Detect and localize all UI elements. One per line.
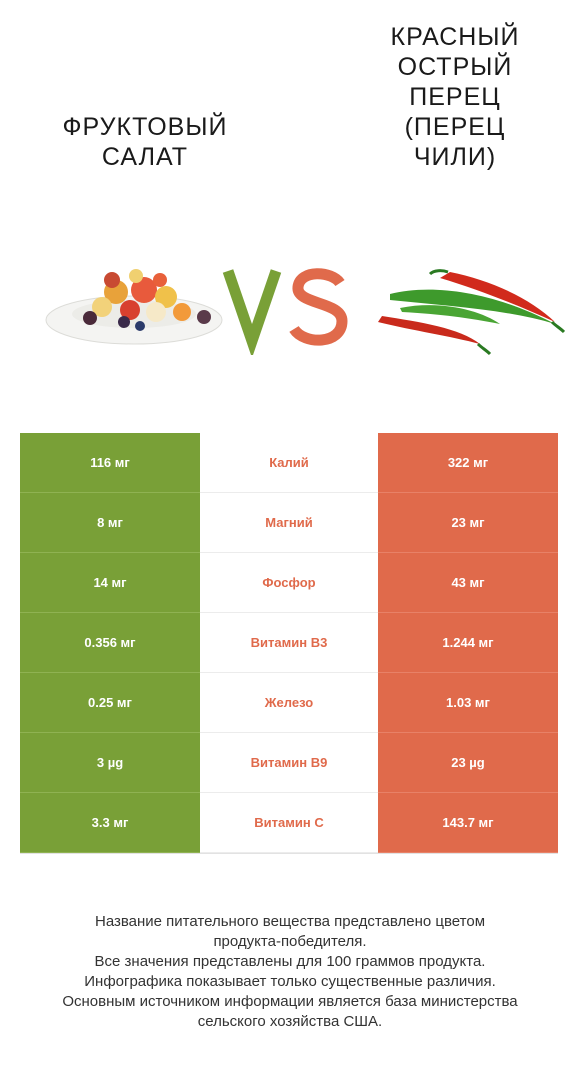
footer-line: Все значения представлены для 100 граммо… xyxy=(94,953,486,970)
table-row: 0.25 мг Железо 1.03 мг xyxy=(20,673,558,733)
table-row: 3.3 мг Витамин C 143.7 мг xyxy=(20,793,558,853)
footer-line: Основным источником информации является … xyxy=(62,993,518,1010)
nutrient-name: Витамин B3 xyxy=(200,613,378,673)
footer-line: продукта-победителя. xyxy=(213,933,367,950)
left-value: 0.356 мг xyxy=(20,613,200,673)
nutrient-name: Магний xyxy=(200,493,378,553)
footer-line: Инфографика показывает только существенн… xyxy=(84,973,496,990)
footer-line: сельского хозяйства США. xyxy=(197,1013,383,1030)
nutrient-name: Витамин C xyxy=(200,793,378,853)
right-value: 143.7 мг xyxy=(378,793,558,853)
right-value: 322 мг xyxy=(378,433,558,493)
vs-logo xyxy=(222,268,348,355)
right-value: 23 мг xyxy=(378,493,558,553)
right-value: 1.03 мг xyxy=(378,673,558,733)
table-row: 116 мг Калий 322 мг xyxy=(20,433,558,493)
right-value: 43 мг xyxy=(378,553,558,613)
nutrient-name: Витамин B9 xyxy=(200,733,378,793)
nutrient-name: Железо xyxy=(200,673,378,733)
footer-notes: Название питательного вещества представл… xyxy=(20,912,560,1032)
left-product-title: ФРУКТОВЫЙ САЛАТ xyxy=(62,113,228,171)
left-value: 0.25 мг xyxy=(20,673,200,733)
left-value: 3.3 мг xyxy=(20,793,200,853)
left-value: 116 мг xyxy=(20,433,200,493)
table-row: 0.356 мг Витамин B3 1.244 мг xyxy=(20,613,558,673)
right-value: 1.244 мг xyxy=(378,613,558,673)
left-value: 14 мг xyxy=(20,553,200,613)
left-value: 3 µg xyxy=(20,733,200,793)
left-value: 8 мг xyxy=(20,493,200,553)
table-row: 3 µg Витамин B9 23 µg xyxy=(20,733,558,793)
table-row: 14 мг Фосфор 43 мг xyxy=(20,553,558,613)
right-product-title: КРАСНЫЙ ОСТРЫЙ ПЕРЕЦ (ПЕРЕЦ ЧИЛИ) xyxy=(390,23,520,171)
fruit-salad-image xyxy=(45,269,223,345)
chili-pepper-image xyxy=(378,269,565,356)
right-value: 23 µg xyxy=(378,733,558,793)
nutrient-comparison-table: 116 мг Калий 322 мг 8 мг Магний 23 мг 14… xyxy=(20,433,558,854)
nutrient-name: Калий xyxy=(200,433,378,493)
nutrient-name: Фосфор xyxy=(200,553,378,613)
footer-line: Название питательного вещества представл… xyxy=(94,913,486,930)
table-row: 8 мг Магний 23 мг xyxy=(20,493,558,553)
